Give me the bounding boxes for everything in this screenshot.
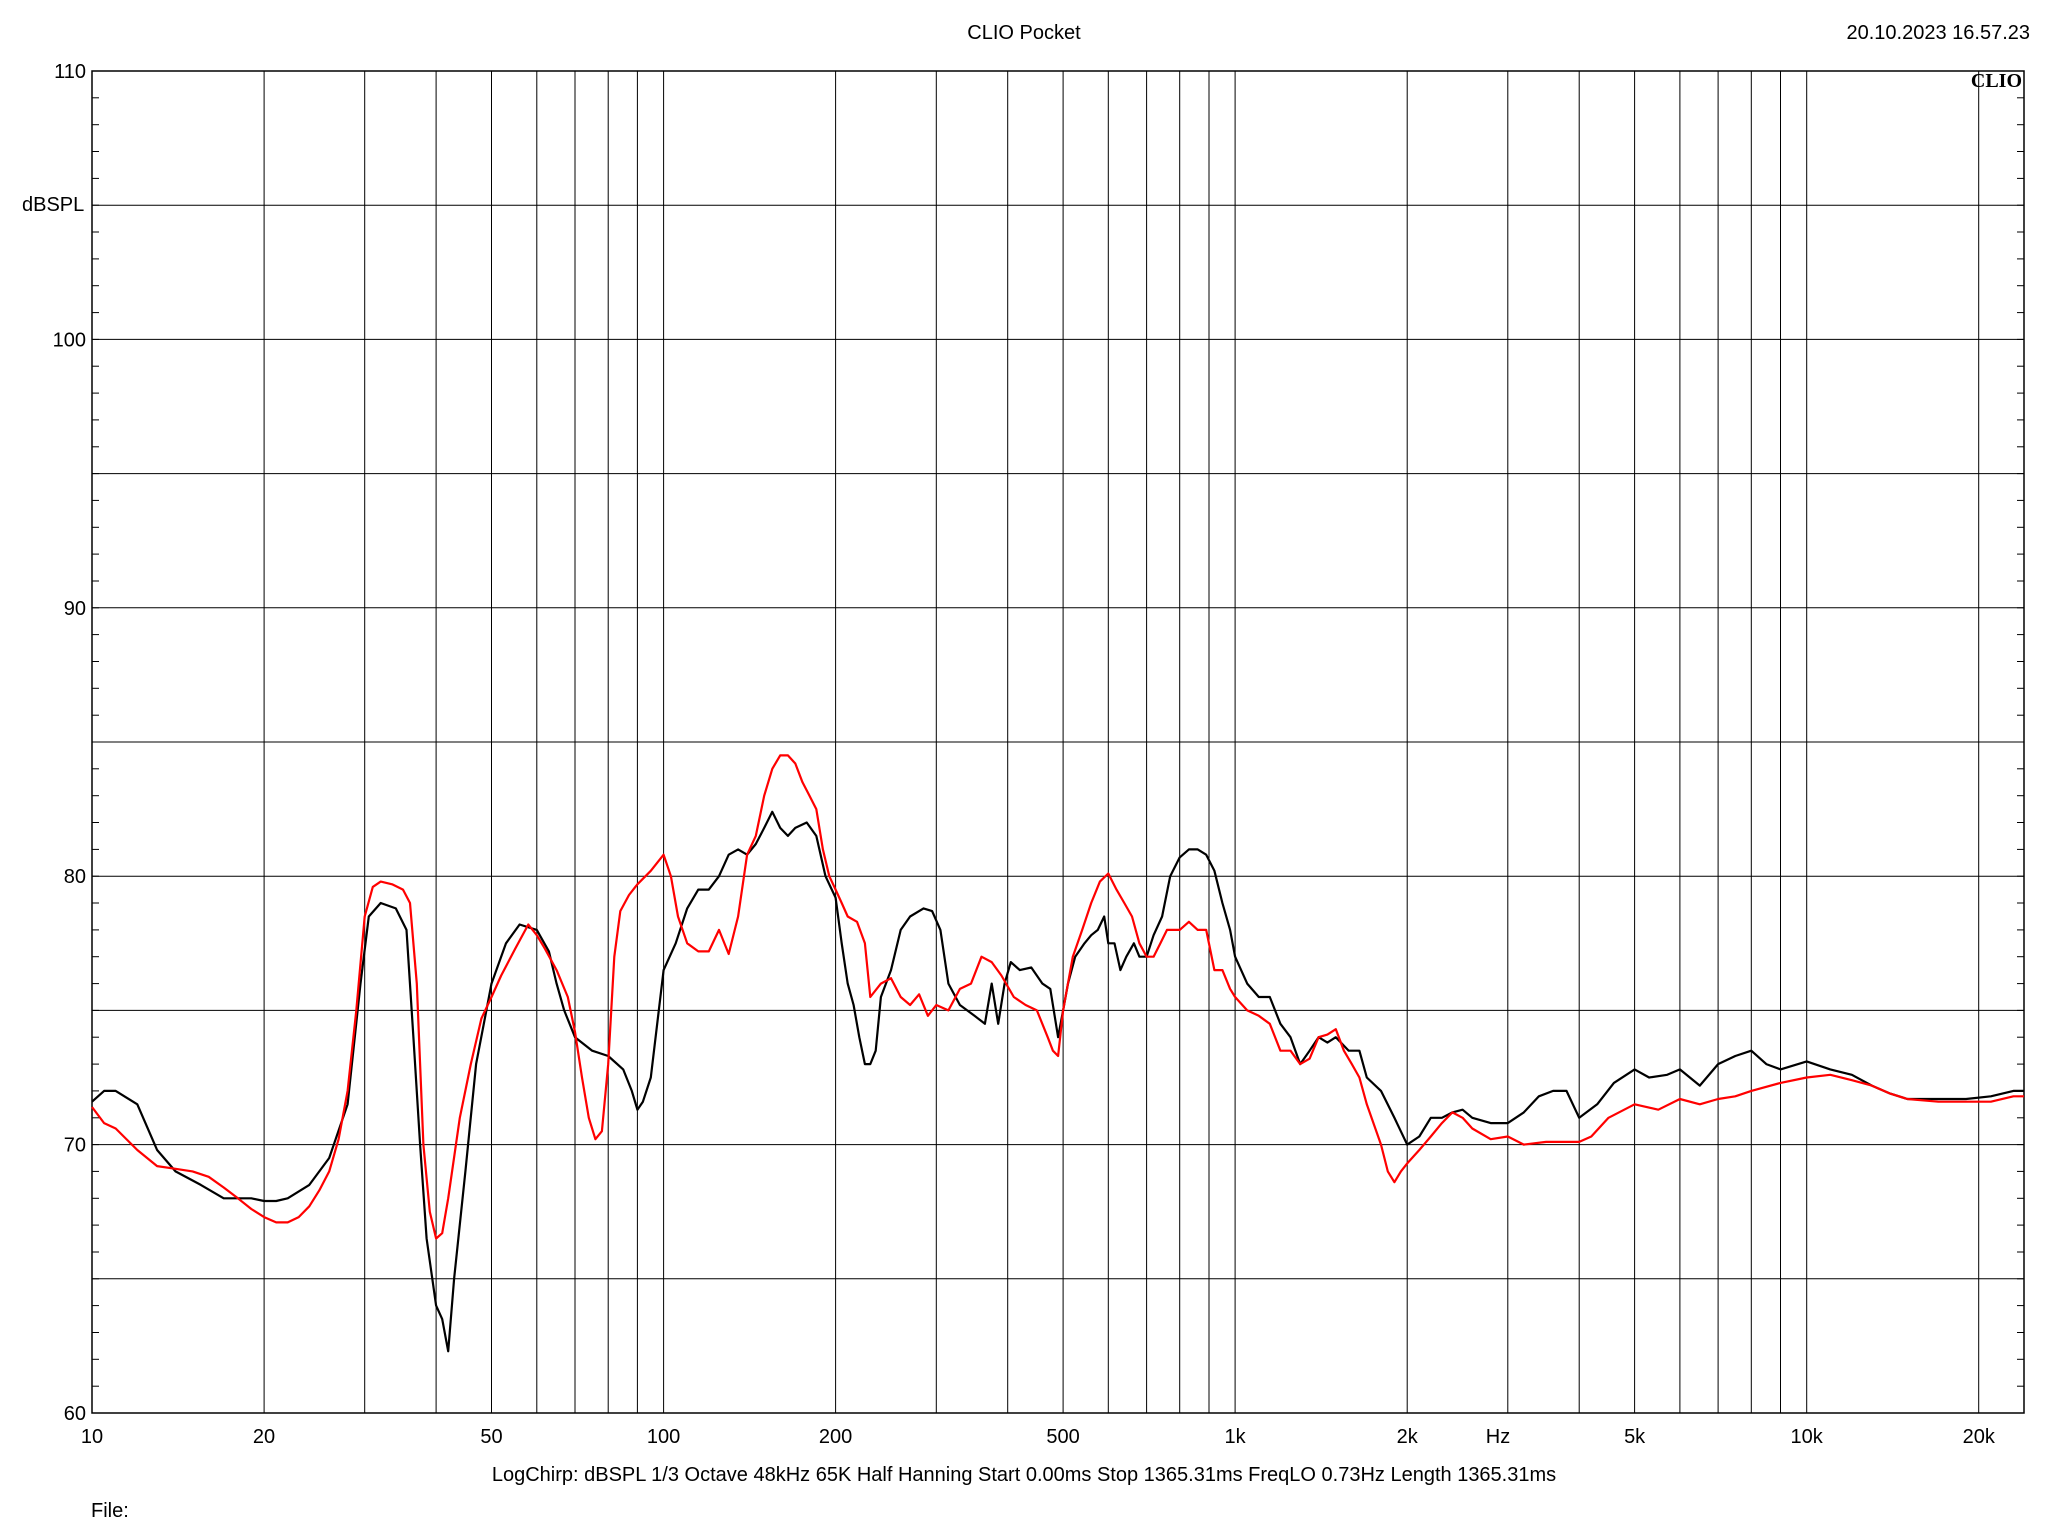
x-tick-label: 200 (819, 1426, 852, 1448)
clio-brand-label: CLIO (1971, 70, 2022, 92)
x-tick-label: 100 (647, 1426, 680, 1448)
measurement-parameters: LogChirp: dBSPL 1/3 Octave 48kHz 65K Hal… (491, 1464, 1557, 1486)
x-tick-label: 20 (253, 1426, 275, 1448)
y-tick-label: 100 (53, 329, 86, 351)
x-tick-label: 10k (1791, 1426, 1824, 1448)
y-tick-labels: 60 70 80 90 100 110 (53, 61, 86, 1425)
y-tick-label: 90 (64, 598, 86, 620)
x-tick-labels: 10 20 50 100 200 500 1k 2k 5k 10k 20k (81, 1426, 1996, 1448)
x-tick-label: 5k (1624, 1426, 1646, 1448)
x-tick-label: 10 (81, 1426, 103, 1448)
grid-lines (92, 71, 2024, 1413)
chart-title: CLIO Pocket (967, 22, 1081, 44)
file-label: File: (91, 1500, 129, 1522)
series-line-red (91, 754, 2024, 1240)
y-tick-label: 70 (64, 1135, 86, 1157)
x-tick-label: 20k (1963, 1426, 1996, 1448)
x-axis-label: Hz (1486, 1426, 1510, 1448)
x-tick-label: 500 (1046, 1426, 1079, 1448)
y-axis-label: dBSPL (22, 194, 84, 216)
y-tick-label: 80 (64, 866, 86, 888)
series-line-black (91, 810, 2024, 1353)
series-lines (91, 754, 2024, 1353)
timestamp: 20.10.2023 16.57.23 (1846, 22, 2030, 44)
x-tick-label: 1k (1225, 1426, 1247, 1448)
x-tick-label: 2k (1397, 1426, 1419, 1448)
y-tick-label: 60 (64, 1403, 86, 1425)
minor-ticks (92, 97, 2024, 1387)
x-tick-label: 50 (480, 1426, 502, 1448)
y-tick-label: 110 (54, 61, 86, 83)
